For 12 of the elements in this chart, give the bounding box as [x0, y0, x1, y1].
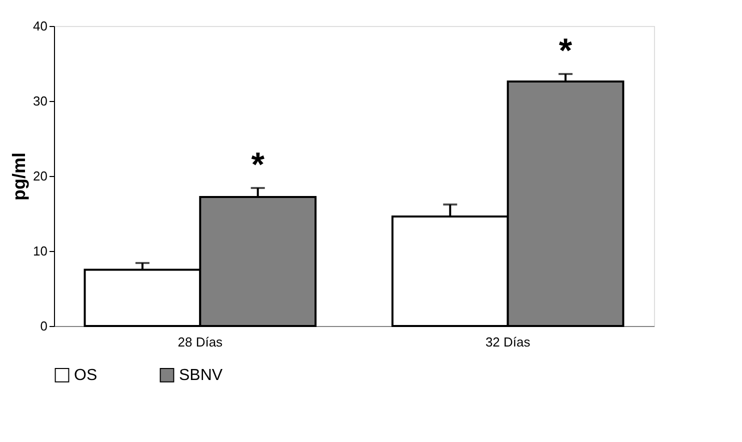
y-axis-title: pg/ml [9, 152, 30, 200]
legend-label: OS [74, 367, 98, 384]
annotation: * [558, 32, 573, 70]
annotation: * [251, 146, 266, 184]
x-tick-label: 32 Días [485, 334, 531, 350]
y-tick-label: 20 [33, 168, 48, 184]
y-tick-label: 10 [33, 244, 48, 258]
y-tick-label: 0 [40, 318, 48, 334]
y-tick-label: 30 [33, 94, 48, 108]
y-tick-label: 40 [33, 18, 48, 34]
x-tick-label: 28 Días [178, 334, 224, 350]
legend-label: SBNV [179, 367, 223, 384]
